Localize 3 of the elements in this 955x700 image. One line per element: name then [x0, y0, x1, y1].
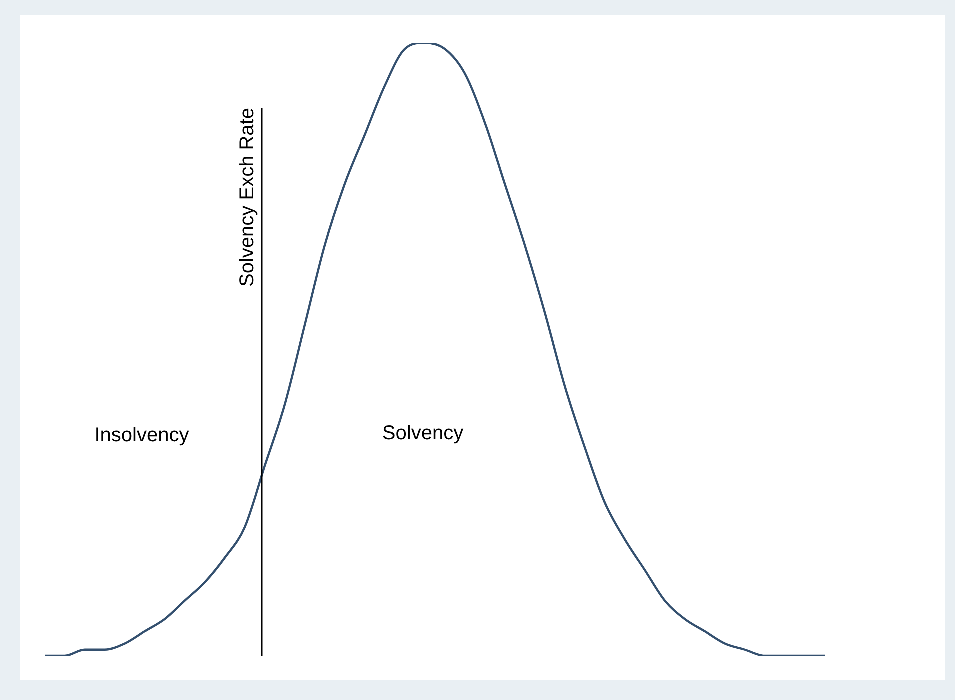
annotation: Insolvency: [94, 424, 190, 447]
annotation: Solvency Exch Rate: [236, 108, 259, 287]
annotation: Solvency: [382, 422, 464, 445]
